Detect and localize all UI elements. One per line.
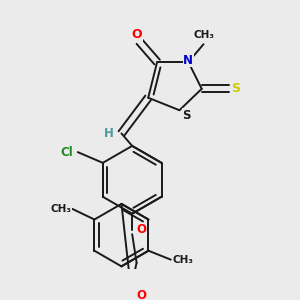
Text: Cl: Cl bbox=[61, 146, 74, 159]
Text: S: S bbox=[231, 82, 240, 95]
Text: O: O bbox=[131, 28, 142, 41]
Text: N: N bbox=[183, 54, 194, 67]
Text: O: O bbox=[136, 223, 146, 236]
Text: O: O bbox=[136, 289, 146, 300]
Text: CH₃: CH₃ bbox=[51, 204, 72, 214]
Text: H: H bbox=[104, 127, 114, 140]
Text: S: S bbox=[182, 109, 191, 122]
Text: CH₃: CH₃ bbox=[173, 255, 194, 265]
Text: CH₃: CH₃ bbox=[193, 30, 214, 40]
